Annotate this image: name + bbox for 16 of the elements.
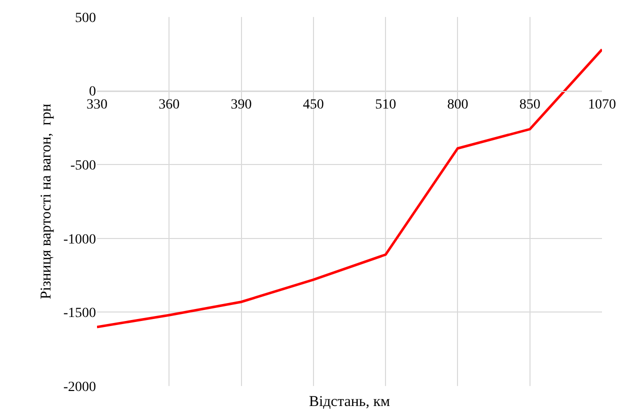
x-tick-label: 1070 <box>588 98 616 113</box>
y-tick-label: 0 <box>89 84 96 100</box>
y-tick-label: -1500 <box>63 306 96 322</box>
y-tick-label: -500 <box>70 158 96 174</box>
x-tick-label: 330 <box>86 98 108 113</box>
y-tick-label: -2000 <box>63 380 96 395</box>
x-tick-label: 850 <box>519 98 540 113</box>
x-tick-label: 360 <box>158 98 180 113</box>
x-tick-label: 450 <box>302 98 324 113</box>
y-axis-title: Різниця вартості на вагон, грн <box>38 104 55 300</box>
y-tick-label: -1000 <box>63 232 96 248</box>
x-tick-label: 390 <box>230 98 252 113</box>
x-axis-title: Відстань, км <box>309 394 391 409</box>
x-tick-label: 510 <box>375 98 396 113</box>
x-tick-label: 800 <box>447 98 468 113</box>
y-tick-label: 500 <box>75 10 96 26</box>
